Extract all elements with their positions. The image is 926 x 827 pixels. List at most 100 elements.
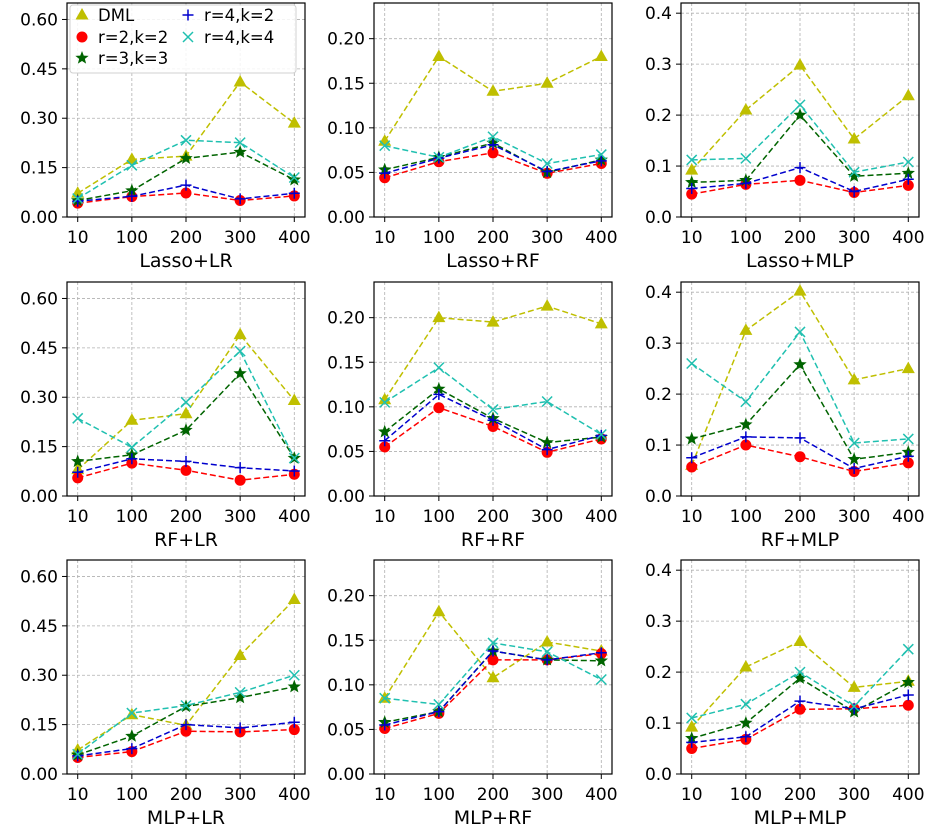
ytick-label: 0.00: [327, 765, 365, 785]
ytick-label: 0.05: [327, 442, 365, 462]
data-point: [233, 648, 247, 660]
panel-xlabel: MLP+LR: [147, 807, 225, 827]
data-point: [541, 395, 553, 408]
data-point: [72, 193, 84, 205]
data-point: [234, 474, 246, 486]
data-point: [540, 299, 554, 311]
legend-item: DML: [75, 6, 135, 25]
data-point: [432, 604, 446, 617]
data-point: [288, 452, 300, 464]
data-point: [433, 698, 445, 710]
data-point: [179, 406, 193, 419]
data-point: [125, 413, 139, 425]
data-point: [125, 152, 139, 164]
data-point: [379, 435, 391, 447]
series-line: [77, 372, 295, 463]
data-point: [72, 466, 84, 478]
data-point: [287, 393, 301, 406]
xtick-label: 300: [224, 785, 256, 805]
data-point: [740, 177, 752, 189]
data-point: [848, 437, 860, 449]
legend-label: r=3,k=3: [98, 49, 168, 68]
data-point: [234, 193, 246, 205]
series-r-4-k-4: [72, 669, 300, 760]
data-point: [487, 414, 499, 426]
xtick-label: 200: [477, 228, 509, 248]
series-r-4-k-2: [686, 689, 914, 748]
series-dml: [378, 299, 608, 405]
data-point: [287, 592, 301, 605]
data-point: [72, 412, 84, 424]
ytick-label: 0.10: [327, 676, 365, 696]
ytick-label: 0.15: [20, 159, 58, 179]
series-r-4-k-2: [379, 139, 607, 179]
xtick-label: 100: [423, 785, 455, 805]
data-point: [794, 695, 806, 707]
ytick-label: 0.10: [327, 398, 365, 418]
data-point: [686, 154, 698, 166]
data-point: [794, 326, 806, 338]
data-point: [740, 431, 752, 443]
series-line: [691, 64, 909, 171]
data-point: [739, 660, 753, 672]
ytick-label: 0.00: [20, 765, 58, 785]
xtick-label: 400: [585, 228, 617, 248]
data-point: [740, 152, 752, 164]
data-point: [180, 725, 192, 737]
data-point: [233, 366, 247, 380]
series-r-4-k-4: [379, 637, 607, 710]
data-point: [379, 692, 391, 704]
legend-item: r=2,k=2: [76, 28, 168, 47]
ytick-label: 0.30: [20, 666, 58, 686]
legend-item: r=4,k=2: [182, 6, 274, 25]
xtick-label: 200: [477, 507, 509, 527]
ytick-label: 0.20: [327, 587, 365, 607]
data-point: [594, 49, 608, 61]
xtick-label: 200: [170, 785, 202, 805]
data-point: [378, 392, 392, 405]
data-point: [902, 156, 914, 168]
data-point: [180, 187, 192, 199]
data-point: [686, 736, 698, 748]
data-point: [234, 137, 246, 149]
panel-rf-mlp: 0.0 0.1 0.2 0.3 0.4 10 100 200 300 400 RF+MLP: [645, 281, 925, 551]
data-point: [126, 743, 138, 755]
ytick-label: 0.05: [327, 720, 365, 740]
series-r-4-k-4: [686, 99, 914, 178]
panel-rf-lr: 0.00 0.15 0.30 0.45 0.60 10 100 200 300 400 RF+LR: [20, 281, 311, 551]
xtick-label: 300: [531, 785, 563, 805]
xtick-label: 400: [892, 507, 924, 527]
data-point: [902, 699, 914, 711]
data-point: [487, 637, 499, 649]
data-point: [180, 699, 192, 712]
series-line: [77, 139, 295, 200]
xtick-label: 400: [278, 785, 310, 805]
ytick-label: 0.2: [645, 663, 672, 683]
xtick-label: 100: [116, 785, 148, 805]
series-r-2-k-2: [72, 457, 300, 486]
xtick-label: 400: [585, 507, 617, 527]
data-point: [379, 441, 391, 453]
legend-item: r=4,k=4: [182, 28, 274, 47]
ytick-label: 0.4: [645, 4, 672, 24]
data-point: [739, 716, 753, 729]
data-point: [595, 155, 607, 167]
data-point: [794, 432, 806, 444]
data-point: [288, 171, 300, 184]
xtick-label: 100: [116, 228, 148, 248]
data-point: [595, 428, 607, 441]
xtick-label: 10: [374, 785, 396, 805]
data-point: [486, 670, 500, 683]
axes-frame: [680, 281, 920, 497]
xtick-label: 400: [278, 507, 310, 527]
data-point: [901, 675, 915, 688]
data-point: [288, 187, 300, 199]
legend-label: r=2,k=2: [98, 28, 168, 47]
data-point: [740, 731, 752, 743]
xtick-label: 400: [892, 785, 924, 805]
xtick-label: 10: [374, 507, 396, 527]
xtick-label: 200: [784, 507, 816, 527]
data-point: [793, 357, 807, 371]
data-point: [848, 166, 860, 178]
ytick-label: 0.45: [20, 617, 58, 637]
